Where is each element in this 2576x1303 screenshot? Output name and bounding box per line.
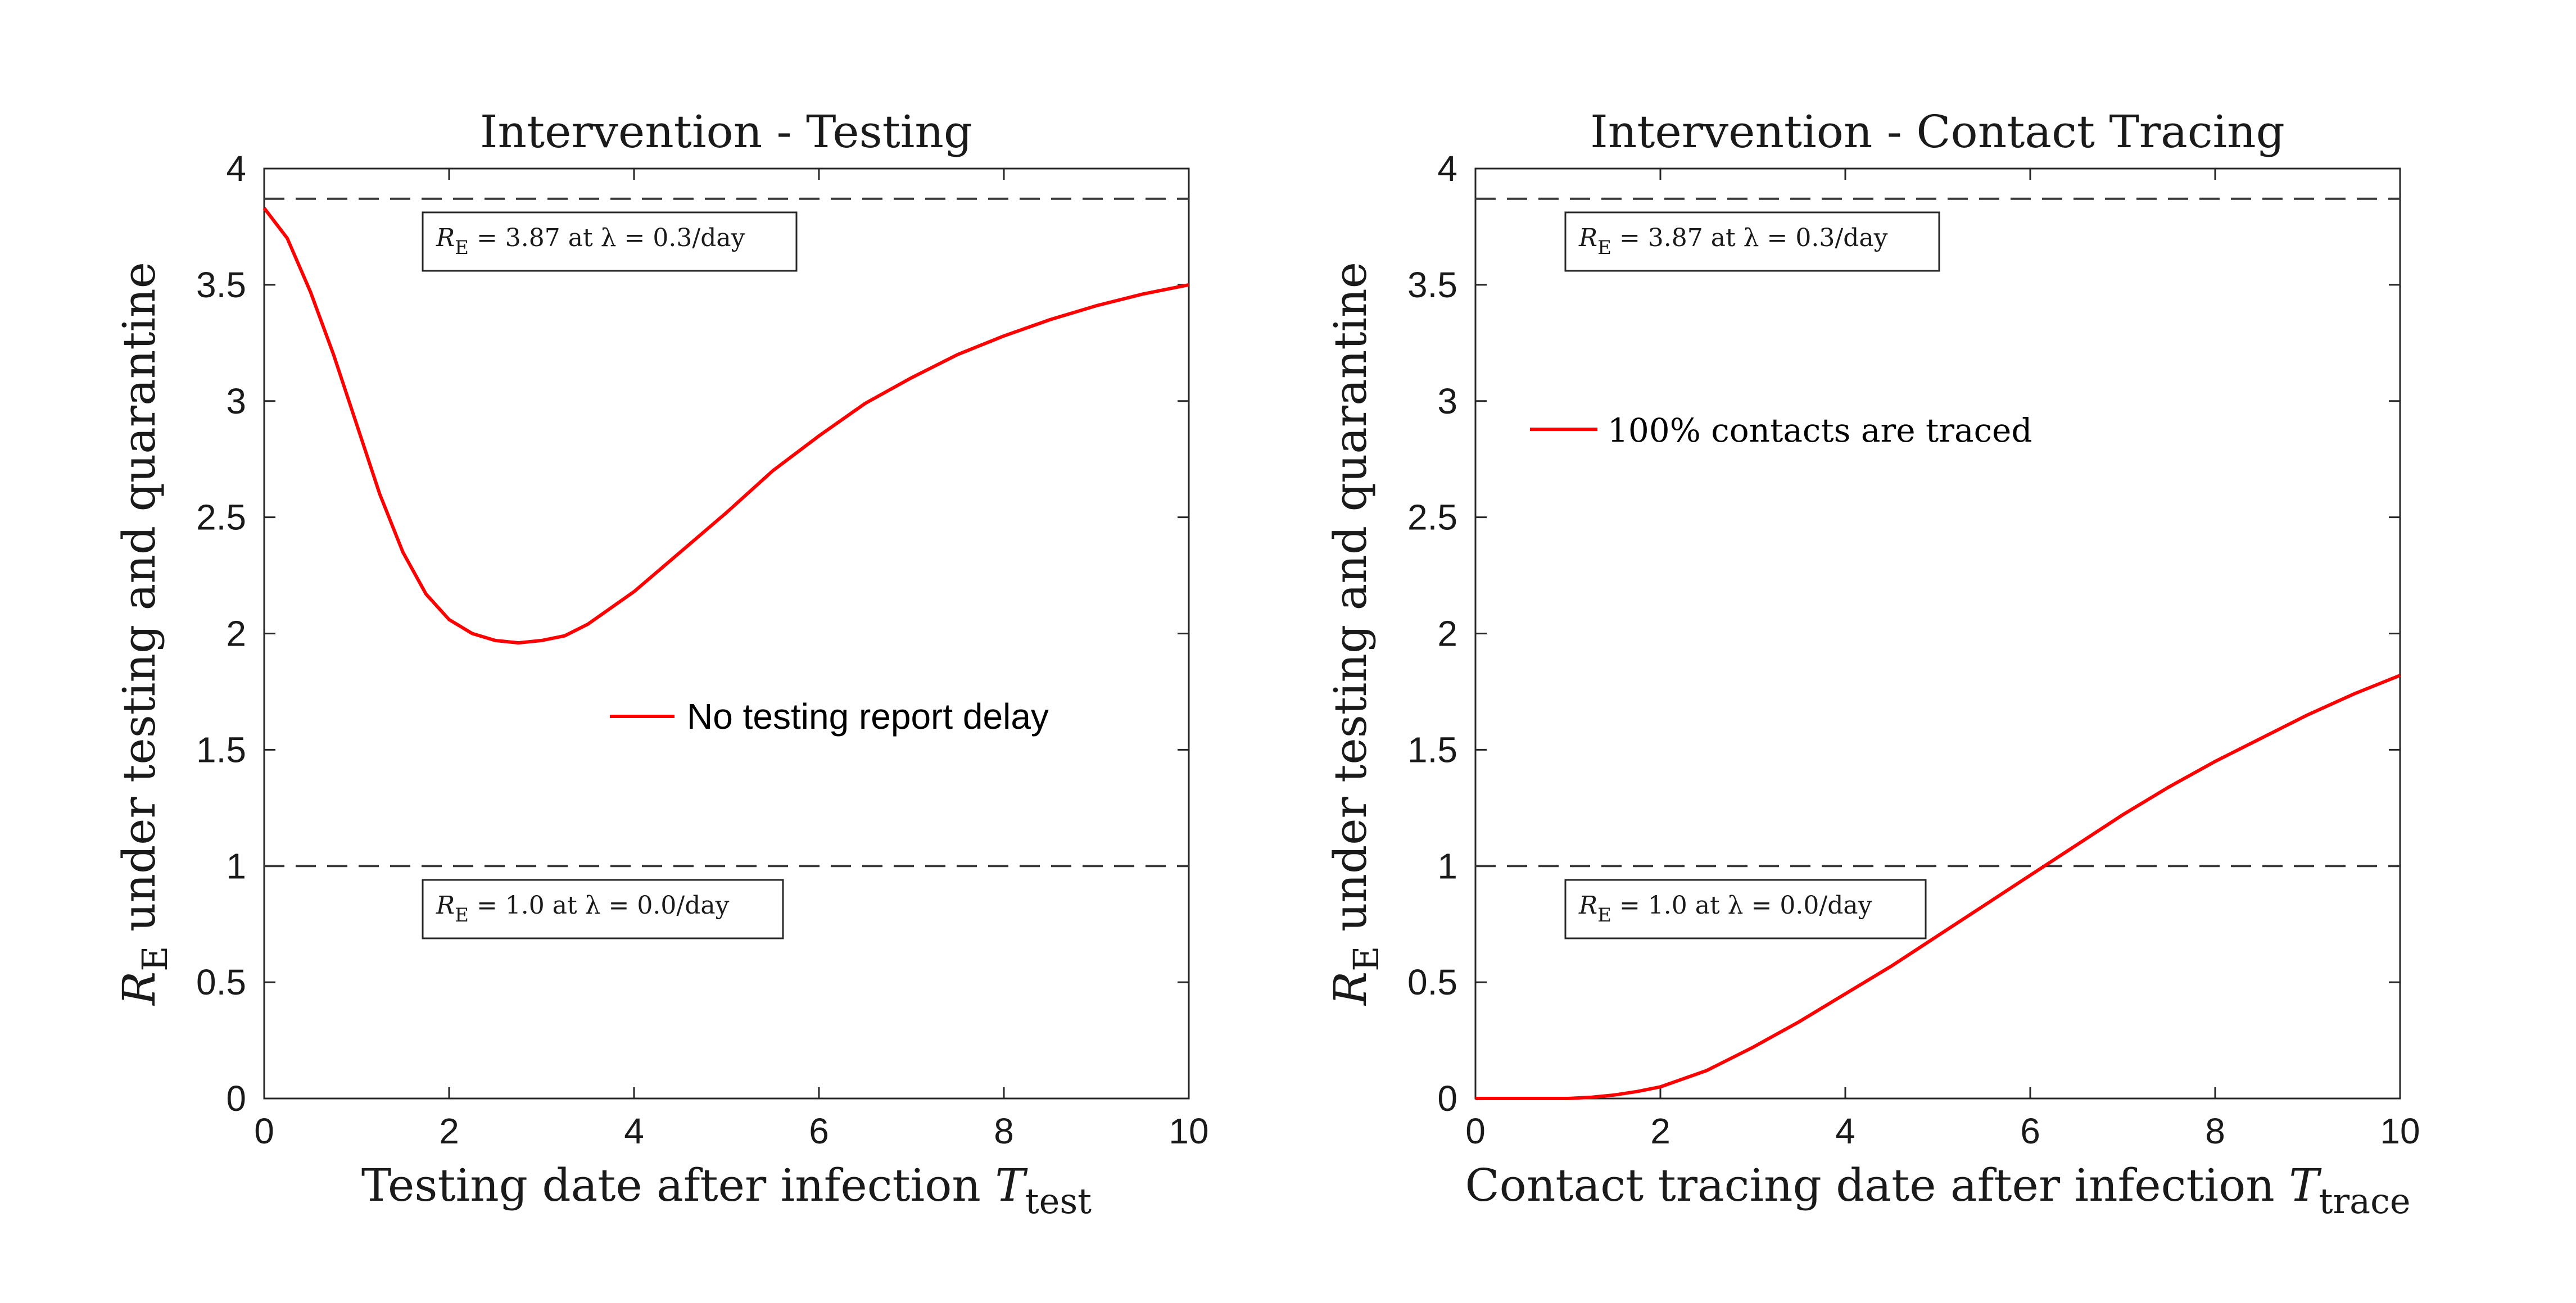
y-tick-label: 1 (1437, 846, 1457, 886)
y-tick-label: 1.5 (196, 729, 246, 770)
x-tick-label: 2 (1650, 1111, 1670, 1151)
y-tick-label: 0 (226, 1078, 246, 1119)
panel-contact-tracing: Intervention - Contact Tracing 0 2 4 6 8 10 0 0.… (1324, 106, 2420, 1222)
annotation-text: RE = 1.0 at λ = 0.0/day (1578, 891, 1872, 927)
y-tick-label: 3 (1437, 381, 1457, 421)
plot-frame (1474, 167, 2401, 1100)
y-tick-label: 0 (1437, 1078, 1457, 1119)
annotation-box (1564, 879, 1927, 939)
annotation-box (422, 211, 798, 272)
x-tick-label: 10 (1169, 1111, 1208, 1151)
x-axis-label: Contact tracing date after infection Ttr… (1465, 1159, 2410, 1222)
annotation-text: RE = 3.87 at λ = 0.3/day (1578, 224, 1888, 259)
x-axis-label: Testing date after infection Ttest (361, 1159, 1092, 1222)
plot-frame (263, 167, 1190, 1100)
y-tick-label: 1.5 (1407, 729, 1457, 770)
annotation-box (1564, 211, 1940, 272)
x-tick-label: 0 (1465, 1111, 1486, 1151)
legend-label: No testing report delay (687, 696, 1049, 737)
annotation-text: RE = 1.0 at λ = 0.0/day (436, 891, 730, 927)
y-axis-label: RE under testing and quarantine (113, 262, 175, 1006)
y-axis-label: RE under testing and quarantine (1324, 262, 1387, 1006)
y-tick-label: 4 (1437, 148, 1457, 189)
annotation-box (422, 879, 784, 939)
x-tick-label: 8 (994, 1111, 1014, 1151)
series-line (262, 207, 1189, 645)
y-tick-label: 0.5 (1407, 962, 1457, 1002)
series-line (1475, 674, 2401, 1100)
y-tick-label: 1 (226, 846, 246, 886)
x-tick-label: 2 (439, 1111, 459, 1151)
y-tick-label: 4 (226, 148, 246, 189)
y-tick-label: 2 (1437, 614, 1457, 654)
y-tick-label: 2.5 (1407, 497, 1457, 538)
y-tick-label: 3 (226, 381, 246, 421)
x-tick-label: 4 (1835, 1111, 1855, 1151)
x-tick-label: 10 (2380, 1111, 2420, 1151)
x-tick-label: 8 (2205, 1111, 2225, 1151)
chart-title: Intervention - Testing (480, 106, 972, 158)
annotation-text: RE = 3.87 at λ = 0.3/day (436, 224, 745, 259)
panel-testing: Intervention - Testing 0 2 4 6 8 10 0 0.5 1 1.5 2 2.… (113, 106, 1209, 1222)
x-tick-label: 4 (624, 1111, 644, 1151)
legend-label: 100% contacts are traced (1608, 411, 2032, 450)
y-tick-label: 0.5 (196, 962, 246, 1002)
y-tick-label: 3.5 (1407, 265, 1457, 305)
y-tick-label: 3.5 (196, 265, 246, 305)
x-tick-label: 6 (809, 1111, 829, 1151)
x-tick-label: 6 (2020, 1111, 2040, 1151)
x-tick-label: 0 (254, 1111, 274, 1151)
chart-title: Intervention - Contact Tracing (1590, 106, 2285, 158)
y-tick-label: 2 (226, 614, 246, 654)
y-tick-label: 2.5 (196, 497, 246, 538)
